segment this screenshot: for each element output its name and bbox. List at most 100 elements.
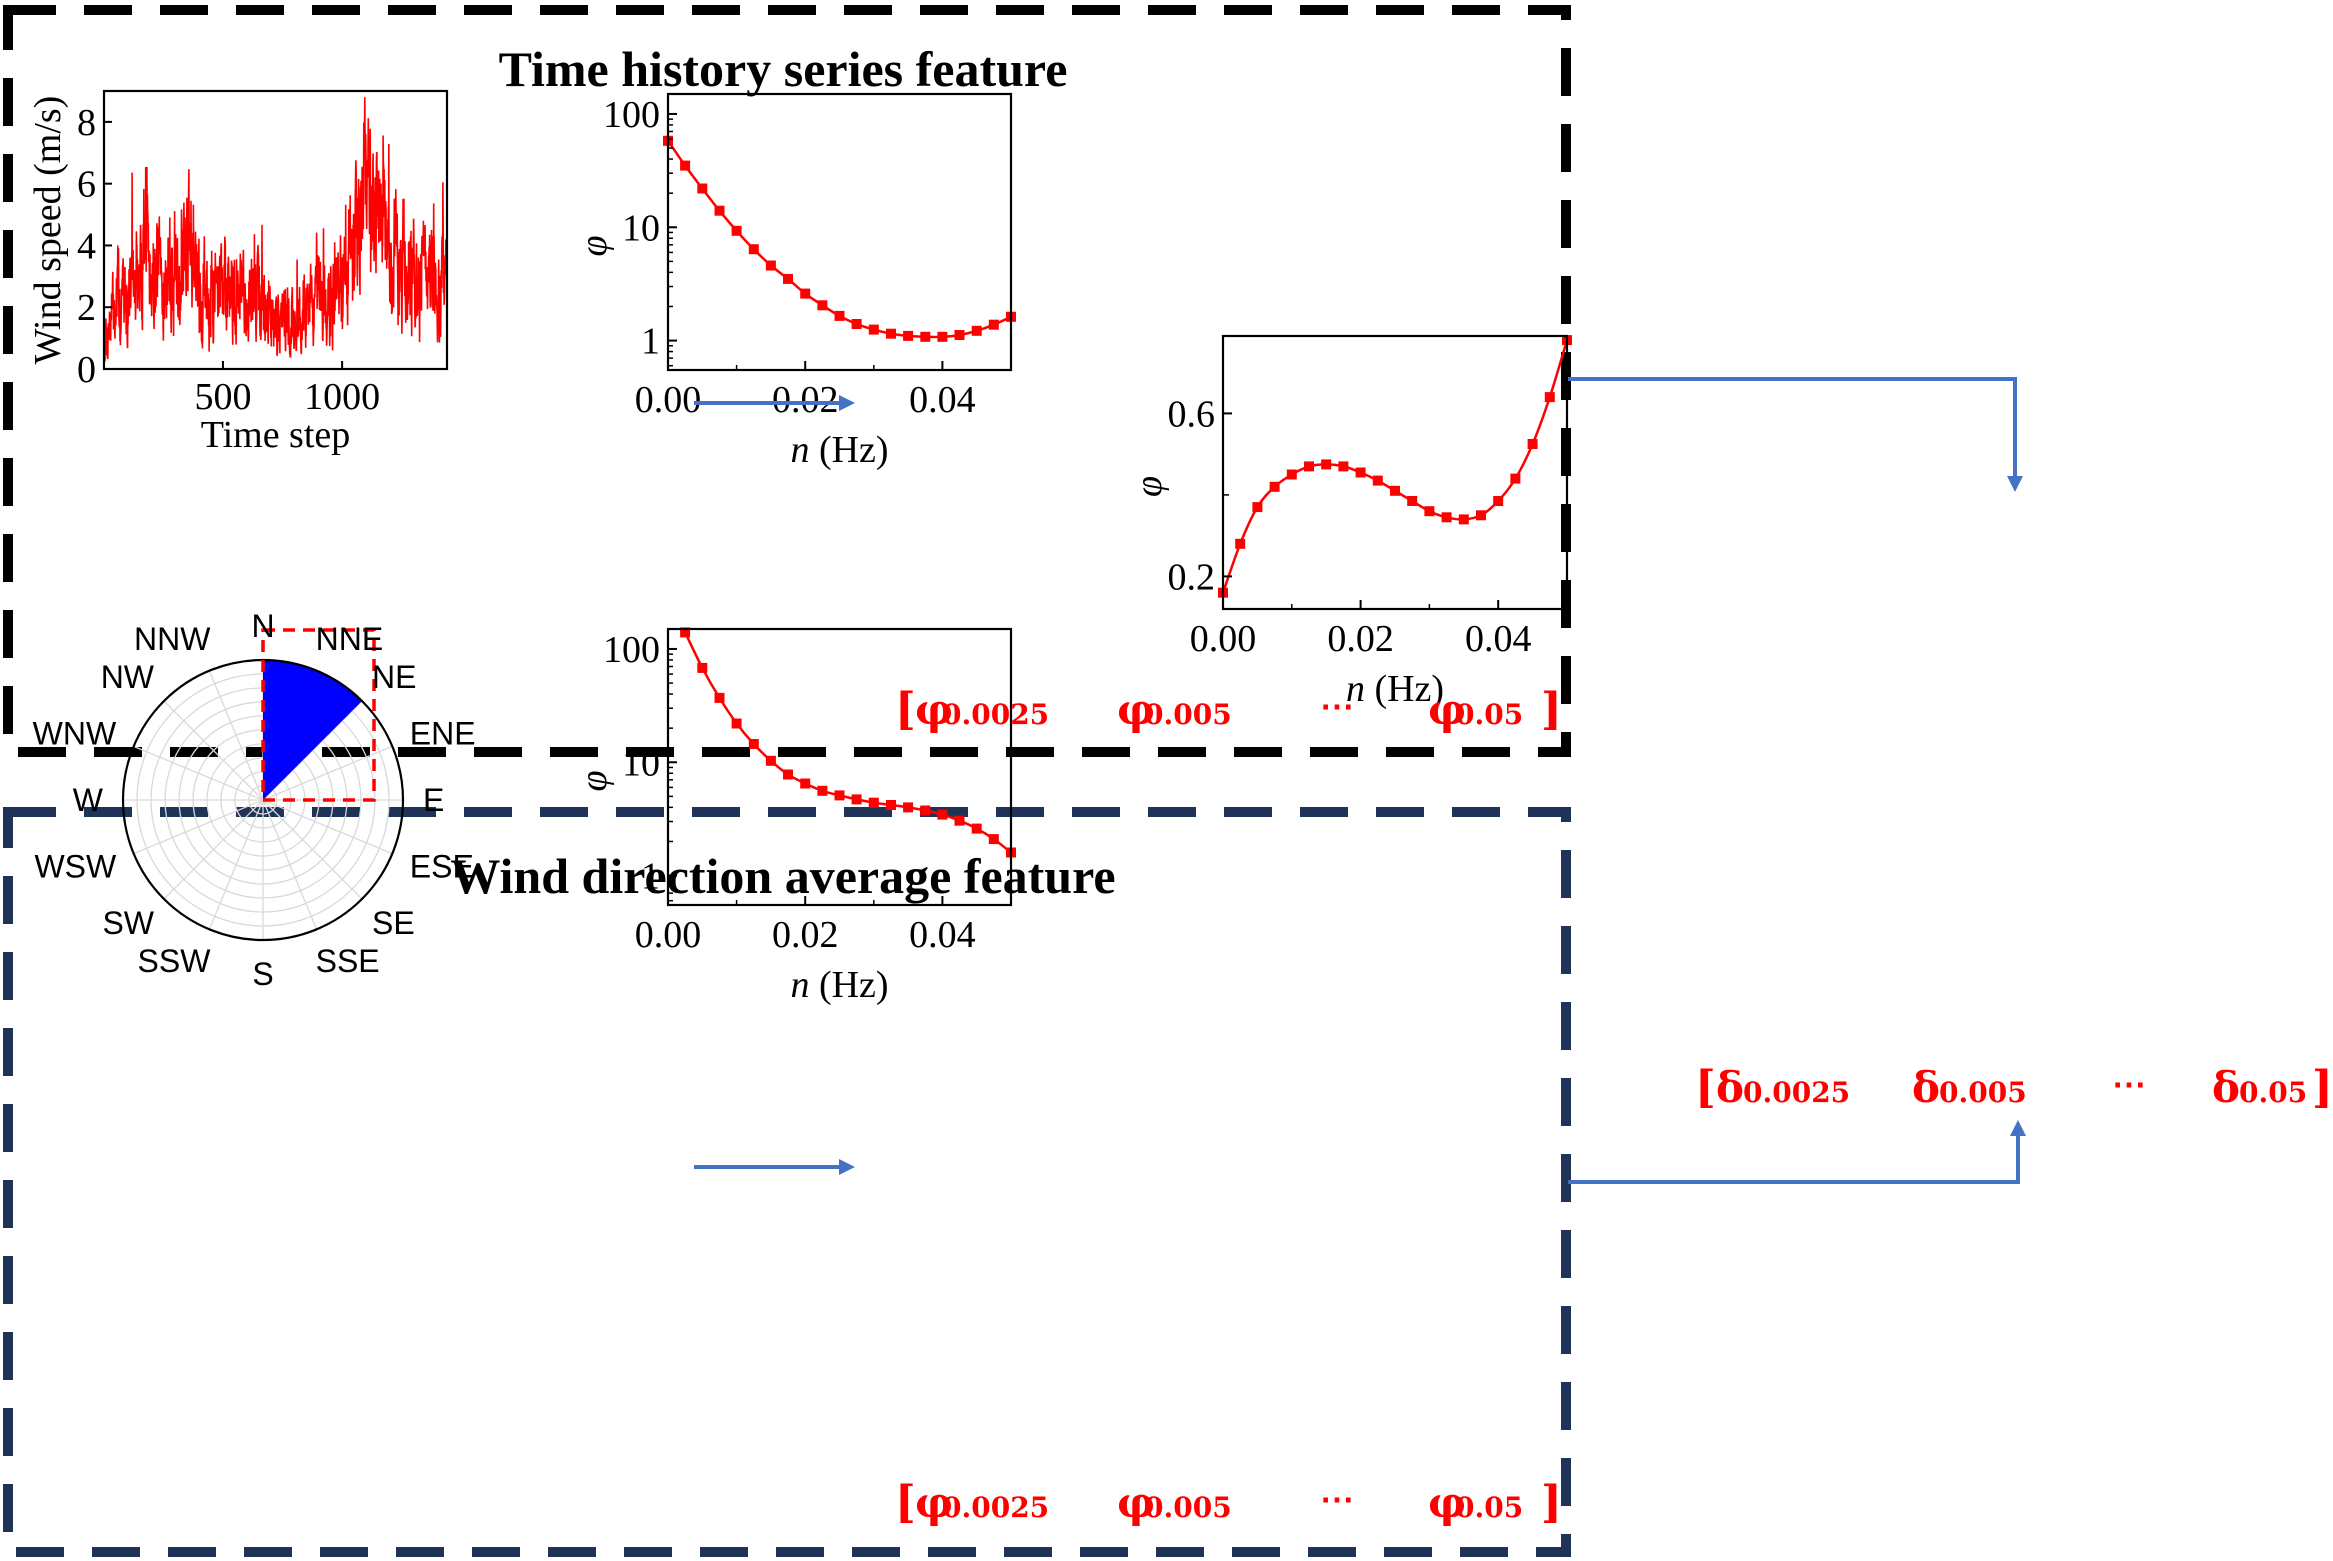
data-point	[903, 802, 914, 813]
data-point	[1252, 502, 1263, 513]
direction-label-nnw: NNW	[134, 621, 211, 657]
y-axis-label: φ	[573, 235, 615, 256]
data-point	[817, 785, 828, 796]
data-point	[1235, 538, 1246, 549]
vector-ellipsis: ⋯	[1320, 1480, 1354, 1520]
angular-grid-line	[133, 799, 264, 855]
angular-grid-line	[163, 700, 264, 801]
data-point	[954, 330, 965, 340]
data-point	[680, 160, 691, 171]
data-point	[731, 718, 742, 729]
time-history-title: Time history series feature	[499, 41, 1068, 97]
data-point	[1407, 496, 1418, 506]
data-point	[1493, 496, 1504, 506]
data-point	[1338, 461, 1349, 472]
y-tick-label: 10	[622, 742, 660, 784]
direction-label-wnw: WNW	[33, 715, 117, 751]
delta-chart: 0.2 0.6 0.00 0.02 0.04 n (Hz) φ	[1128, 334, 1572, 710]
data-point	[1476, 510, 1486, 521]
y-tick-label: 0.2	[1168, 556, 1216, 598]
x-axis-label: n (Hz)	[790, 429, 888, 471]
data-point	[886, 800, 896, 810]
x-tick-label: 0.04	[909, 379, 976, 421]
angular-grid-line	[262, 799, 363, 900]
direction-label-ssw: SSW	[138, 943, 212, 979]
angular-grid-line	[208, 670, 264, 801]
arrow-merge-bottom-head	[2010, 1120, 2026, 1136]
wind-direction-title: Wind direction average feature	[450, 848, 1115, 904]
data-point	[851, 319, 862, 329]
data-point	[1441, 512, 1452, 523]
data-point	[851, 794, 862, 805]
delta-symbol-1: δ	[1716, 1063, 1744, 1112]
data-point	[748, 244, 759, 255]
delta-symbol-2: δ	[1912, 1063, 1940, 1112]
data-point	[954, 815, 965, 826]
data-point	[1510, 473, 1521, 484]
data-point	[1424, 506, 1435, 517]
vector-close-bracket: ]	[1541, 684, 1562, 735]
y-tick-label: 100	[603, 629, 660, 671]
y-tick-label: 6	[77, 164, 96, 206]
delta-vector: [ δ 0.0025 δ 0.005 ⋯ δ 0.05 ]	[1695, 1062, 2333, 1113]
x-axis-label: Time step	[201, 414, 351, 456]
data-point	[800, 778, 811, 789]
angular-grid-line	[208, 799, 264, 930]
delta-symbol-3: δ	[2212, 1063, 2240, 1112]
wind-direction-panel-frame	[3, 807, 1571, 1557]
data-point	[680, 627, 691, 638]
vector-open-bracket: [	[895, 1477, 916, 1528]
y-axis-label: φ	[1128, 476, 1170, 497]
y-tick-label: 4	[77, 225, 96, 267]
data-point	[1458, 514, 1469, 525]
direction-label-sw: SW	[102, 905, 154, 941]
angular-grid-line	[262, 745, 393, 801]
data-point	[988, 834, 999, 845]
plot-frame	[666, 92, 1013, 372]
data-point	[868, 797, 879, 808]
x-tick-label: 0.02	[772, 379, 839, 421]
direction-label-s: S	[252, 956, 273, 992]
phi-subscript-2: 0.005	[1144, 698, 1232, 731]
vector-open-bracket: [	[895, 684, 916, 735]
data-point	[697, 662, 708, 673]
data-point	[800, 288, 811, 299]
phi-vector-top: [ φ 0.0025 φ 0.005 ⋯ φ 0.05 ]	[895, 684, 1562, 735]
series-line	[668, 140, 1011, 339]
data-point	[834, 790, 845, 801]
phi-subscript-1: 0.0025	[942, 1491, 1049, 1524]
data-point	[783, 769, 793, 780]
phi-symbol-1: φ	[915, 1478, 953, 1527]
delta-subscript-2: 0.005	[1939, 1076, 2027, 1109]
data-point	[886, 328, 896, 339]
phi-direction-chart: 1 10 100 0.00 0.02 0.04 n (Hz) φ	[573, 627, 1016, 1006]
data-point	[748, 739, 759, 749]
direction-label-wsw: WSW	[34, 849, 117, 885]
x-tick-label: 0.04	[1465, 618, 1532, 660]
direction-label-e: E	[423, 782, 444, 818]
phi-subscript-3: 0.05	[1455, 1491, 1523, 1524]
direction-label-nne: NNE	[316, 621, 384, 657]
data-point	[1269, 481, 1280, 492]
y-tick-label: 0	[77, 349, 96, 391]
data-point	[731, 225, 742, 236]
data-point	[971, 325, 982, 336]
y-tick-label: 10	[622, 207, 660, 249]
x-tick-label: 500	[194, 376, 251, 418]
data-point	[697, 183, 708, 194]
angular-grid-line	[163, 799, 264, 900]
vector-open-bracket: [	[1695, 1062, 1716, 1113]
x-tick-label: 0.00	[635, 914, 702, 956]
data-point	[971, 823, 982, 834]
vector-ellipsis: ⋯	[1320, 687, 1354, 727]
x-tick-label: 0.00	[635, 379, 702, 421]
direction-label-n: N	[251, 608, 274, 644]
data-point	[783, 273, 793, 284]
data-point	[920, 331, 931, 342]
wind-speed-series-line	[104, 97, 447, 362]
data-point	[1390, 485, 1400, 496]
arrow-merge-top-head	[2007, 476, 2023, 492]
phi-symbol-2: φ	[1117, 1478, 1155, 1527]
delta-subscript-3: 0.05	[2239, 1076, 2307, 1109]
